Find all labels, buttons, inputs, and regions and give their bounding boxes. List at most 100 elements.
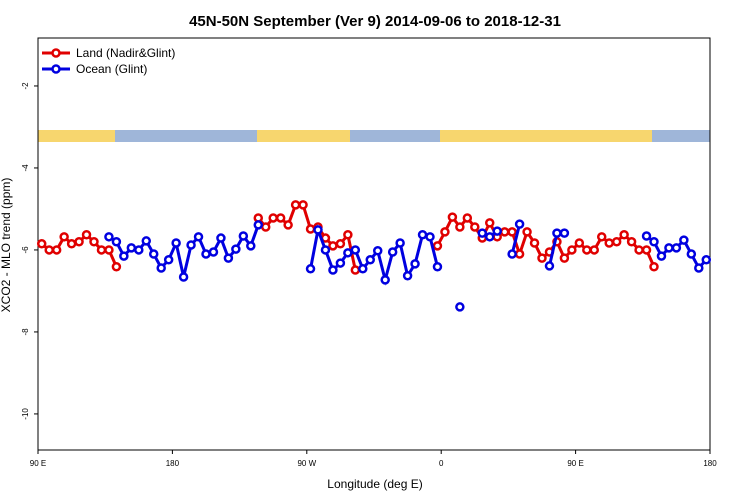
data-point	[619, 230, 629, 240]
legend-marker	[51, 64, 61, 74]
x-tick-label: 180	[166, 459, 180, 468]
data-point	[119, 251, 129, 261]
data-point	[455, 222, 465, 232]
legend-label: Land (Nadir&Glint)	[76, 46, 175, 60]
data-point	[544, 261, 555, 271]
data-point	[686, 249, 697, 259]
data-point	[51, 245, 62, 255]
data-point	[231, 244, 241, 254]
data-point	[238, 231, 249, 241]
legend: Land (Nadir&Glint) Ocean (Glint)	[42, 46, 175, 76]
data-point	[529, 238, 540, 248]
data-point	[343, 248, 353, 258]
y-axis-label: XCO2 - MLO trend (ppm)	[0, 178, 13, 313]
data-point	[559, 228, 570, 238]
data-point	[671, 243, 682, 253]
data-point	[425, 232, 435, 242]
legend-label: Ocean (Glint)	[76, 62, 147, 76]
data-point	[582, 245, 592, 255]
data-point	[432, 262, 443, 272]
x-axis-label: Longitude (deg E)	[327, 477, 422, 491]
y-tick-label: -6	[21, 246, 30, 254]
chart-title: 45N-50N September (Ver 9) 2014-09-06 to …	[189, 13, 561, 30]
data-point	[507, 249, 517, 259]
data-point	[380, 275, 390, 285]
data-point	[492, 226, 502, 236]
data-point	[66, 239, 77, 249]
data-point	[522, 227, 532, 237]
data-point	[395, 238, 405, 248]
data-point	[246, 241, 256, 251]
data-point	[253, 220, 264, 230]
data-point	[440, 227, 450, 237]
data-point	[163, 255, 174, 265]
data-point	[387, 247, 398, 257]
data-point	[36, 239, 47, 249]
data-point	[649, 262, 659, 272]
data-point	[260, 222, 271, 232]
x-tick-label: 90 W	[297, 459, 316, 468]
legend-marker	[51, 48, 61, 58]
data-point	[328, 265, 338, 275]
data-point	[402, 271, 413, 281]
data-point	[305, 224, 316, 234]
y-tick-label: -2	[21, 82, 30, 90]
data-point	[350, 245, 361, 255]
data-point	[298, 200, 308, 210]
data-point	[290, 200, 301, 210]
data-point	[96, 245, 107, 255]
data-point	[44, 245, 54, 255]
data-point	[193, 232, 204, 242]
x-tick-label: 180	[703, 459, 717, 468]
data-point	[641, 245, 652, 255]
data-point	[223, 253, 234, 263]
data-point	[477, 228, 488, 238]
data-point	[634, 245, 644, 255]
data-point	[537, 253, 547, 263]
data-point	[455, 302, 465, 312]
data-point	[372, 246, 383, 256]
data-point	[335, 258, 346, 268]
data-point	[208, 247, 219, 257]
data-point	[275, 213, 286, 223]
data-point	[664, 243, 674, 253]
data-point	[410, 259, 420, 269]
data-point	[589, 245, 600, 255]
x-tick-label: 0	[439, 459, 444, 468]
data-point	[462, 213, 473, 223]
y-tick-label: -8	[21, 328, 30, 336]
data-point	[141, 236, 152, 246]
data-point	[59, 232, 69, 242]
data-point	[552, 228, 562, 238]
data-point	[656, 251, 667, 261]
data-point	[604, 238, 614, 248]
data-point	[567, 245, 577, 255]
data-point	[499, 227, 510, 237]
y-tick-label: -10	[21, 408, 30, 420]
data-point	[126, 243, 137, 253]
data-point	[320, 245, 331, 255]
data-point	[432, 241, 443, 251]
data-point	[74, 236, 84, 247]
data-point	[447, 212, 458, 222]
data-point	[679, 235, 689, 245]
data-point	[417, 230, 428, 240]
data-point	[350, 265, 361, 275]
data-point	[104, 245, 114, 255]
data-point	[111, 236, 122, 247]
data-point	[335, 239, 346, 249]
data-point	[470, 222, 480, 232]
data-point	[626, 236, 637, 247]
data-point	[216, 233, 226, 243]
data-point	[186, 240, 196, 250]
data-point	[514, 219, 525, 229]
data-point	[343, 230, 353, 240]
data-point	[81, 230, 92, 240]
land-ocean-strip	[38, 130, 710, 142]
data-point	[156, 263, 166, 273]
data-point	[104, 232, 114, 242]
data-point	[484, 232, 495, 242]
data-point	[559, 253, 570, 263]
data-point	[514, 249, 525, 259]
